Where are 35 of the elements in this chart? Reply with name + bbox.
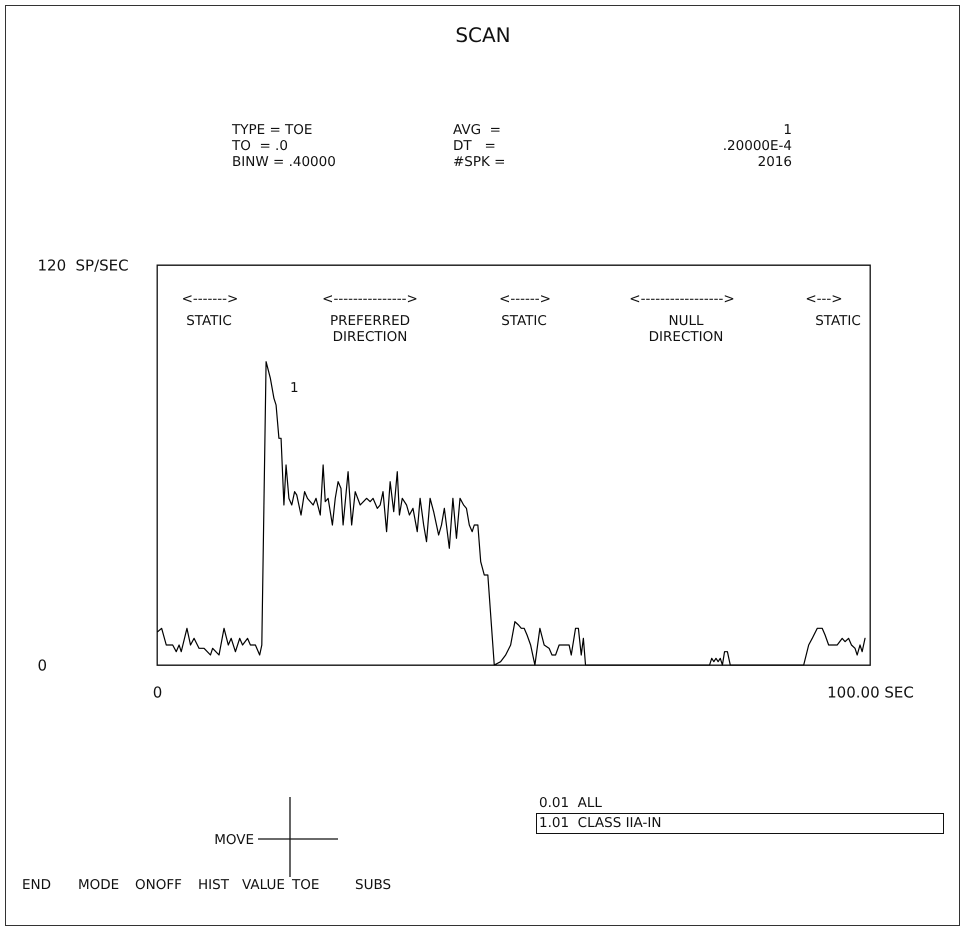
text: 1.01 CLASS IIA-IN xyxy=(539,815,662,831)
text: TOE xyxy=(292,877,320,893)
annotation: STATIC xyxy=(501,313,547,329)
text: VALUE xyxy=(242,877,285,893)
text: END xyxy=(22,877,52,893)
text: 0.01 ALL xyxy=(539,795,602,811)
chart-title: SCAN xyxy=(454,23,512,47)
annotation: STATIC xyxy=(186,313,232,329)
annotation: NULL DIRECTION xyxy=(648,313,724,345)
text: 2016 xyxy=(758,154,792,170)
line-series xyxy=(157,361,866,666)
annotation: <-------> xyxy=(182,291,238,307)
text: TO = .0 xyxy=(232,138,288,154)
annotation: <------> xyxy=(499,291,551,307)
annotation: <---> xyxy=(805,291,843,307)
text: MOVE xyxy=(214,832,254,848)
text: SUBS xyxy=(355,877,392,893)
text: TYPE = TOE xyxy=(232,122,312,138)
annotation: PREFERRED DIRECTION xyxy=(330,313,410,345)
text: HIST xyxy=(198,877,229,893)
text: AVG = xyxy=(453,122,501,138)
annotation: <---------------> xyxy=(322,291,418,307)
x-tick-label: 100.00 SEC xyxy=(827,684,914,702)
text: #SPK = xyxy=(453,154,506,170)
y-axis-title: SP/SEC xyxy=(76,256,129,274)
annotation: 1 xyxy=(290,380,299,396)
annotation: STATIC xyxy=(815,313,861,329)
text: ONOFF xyxy=(135,877,182,893)
y-tick-label: 120 xyxy=(38,256,66,274)
text: .20000E-4 xyxy=(722,138,792,154)
text: MODE xyxy=(78,877,120,893)
text: DT = xyxy=(453,138,496,154)
text: 1 xyxy=(783,122,792,138)
text: BINW = .40000 xyxy=(232,154,336,170)
annotation: <-----------------> xyxy=(629,291,735,307)
